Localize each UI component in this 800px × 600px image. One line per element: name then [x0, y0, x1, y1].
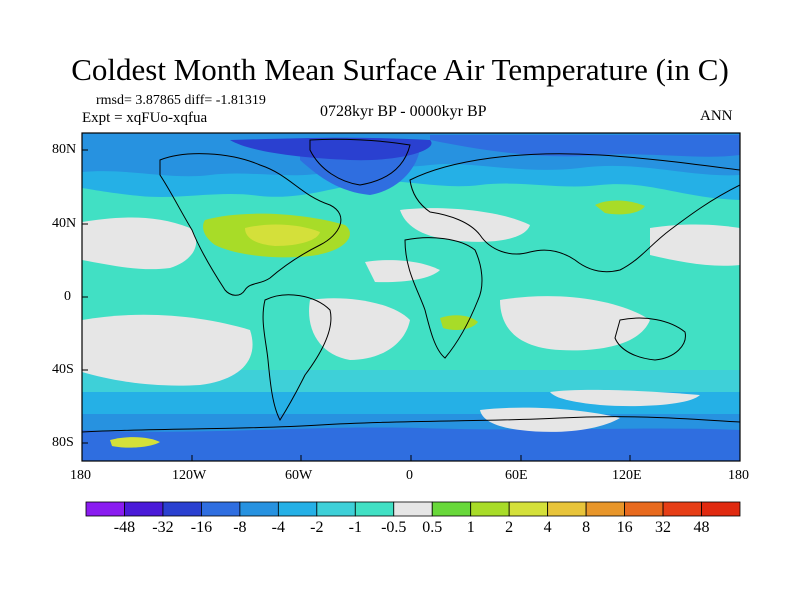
- neutral-tropical-atlantic: [365, 260, 440, 283]
- neutral-east-pacific: [650, 224, 740, 266]
- coast-europe-asia: [409, 153, 740, 273]
- neutral-antarctic-coast: [480, 407, 620, 432]
- temperature-field: [82, 133, 740, 461]
- colorbar-box: [162, 501, 202, 517]
- colorbar-label: 48: [693, 519, 710, 536]
- colorbar-label: -32: [152, 519, 174, 536]
- colorbar-label: 0.5: [422, 519, 443, 536]
- neutral-north-pacific: [82, 217, 197, 270]
- coast-greenland: [309, 138, 411, 186]
- colorbar-box: [431, 501, 472, 517]
- colorbar-label: -16: [190, 519, 213, 536]
- neutral-south-pacific: [82, 314, 253, 386]
- warm-central-asia: [595, 200, 645, 215]
- arctic-core: [230, 137, 432, 161]
- colorbar-box: [354, 501, 395, 517]
- colorbar-label: 8: [582, 519, 591, 536]
- colorbar-label: -48: [113, 519, 136, 536]
- lon-tick-120w: 120W: [172, 468, 207, 483]
- coast-africa: [404, 237, 483, 359]
- lat-tick-80s: 80S: [52, 435, 74, 450]
- lon-tick-180w: 180: [70, 468, 91, 483]
- neutral-sahara: [400, 208, 530, 242]
- colorbar-box: [624, 501, 664, 517]
- coast-antarctica: [82, 416, 740, 433]
- colorbar-label: 32: [655, 519, 672, 536]
- lat-tick-80n: 80N: [52, 142, 77, 157]
- map-title: Coldest Month Mean Surface Air Temperatu…: [71, 52, 729, 87]
- lat-tick-0: 0: [64, 289, 71, 304]
- lat-tick-marks: [82, 149, 88, 444]
- lon-tick-120e: 120E: [612, 468, 642, 483]
- lon-tick-60e: 60E: [505, 468, 528, 483]
- warm-southern-africa: [440, 315, 478, 330]
- siberia-cold: [430, 135, 740, 157]
- lat-tick-40n: 40N: [52, 216, 77, 231]
- period-label: 0728kyr BP - 0000kyr BP: [320, 103, 487, 120]
- warm-antarctica: [110, 437, 160, 448]
- colorbar-label: 1: [466, 519, 475, 536]
- colorbar-box: [201, 501, 241, 517]
- colorbar-label: -4: [271, 519, 286, 536]
- colorbar-label: 16: [616, 519, 633, 536]
- colorbar-box: [508, 501, 549, 517]
- colorbar-box: [470, 501, 510, 517]
- colorbar-box: [662, 501, 702, 517]
- coast-north-america: [159, 153, 342, 296]
- colorbar-label: -0.5: [381, 519, 407, 536]
- antarctic-field: [82, 427, 740, 461]
- coastlines: [82, 138, 740, 433]
- neutral-south-atlantic: [309, 298, 410, 360]
- colorbar: [85, 501, 741, 517]
- colorbar-label: -8: [233, 519, 247, 536]
- season-label: ANN: [700, 108, 733, 124]
- neutral-southern-ocean: [550, 389, 700, 407]
- coast-south-america: [262, 294, 332, 421]
- coast-australia: [614, 317, 686, 361]
- colorbar-box: [124, 501, 164, 517]
- colorbar-box: [393, 501, 433, 517]
- colorbar-box: [85, 501, 125, 517]
- warmer-north-america-core: [245, 224, 320, 246]
- lon-tick-0: 0: [406, 468, 413, 483]
- colorbar-box: [239, 501, 279, 517]
- colorbar-label: 2: [505, 519, 514, 536]
- experiment-line: Expt = xqFUo-xqfua: [82, 110, 208, 126]
- southern-band-1: [82, 370, 740, 392]
- colorbar-label: -2: [310, 519, 324, 536]
- neutral-indian-ocean: [500, 296, 650, 351]
- stats-line: rmsd= 3.87865 diff= -1.81319: [96, 93, 266, 108]
- colorbar-label: -1: [348, 519, 362, 536]
- colorbar-box: [277, 501, 318, 517]
- colorbar-box: [316, 501, 356, 517]
- lon-tick-marks: [81, 455, 741, 461]
- colorbar-box: [585, 501, 625, 517]
- lon-tick-60w: 60W: [285, 468, 313, 483]
- colorbar-label: 4: [543, 519, 552, 536]
- lon-tick-180e: 180: [728, 468, 749, 483]
- colorbar-box: [547, 501, 587, 517]
- lat-tick-40s: 40S: [52, 362, 74, 377]
- colorbar-box: [701, 501, 741, 517]
